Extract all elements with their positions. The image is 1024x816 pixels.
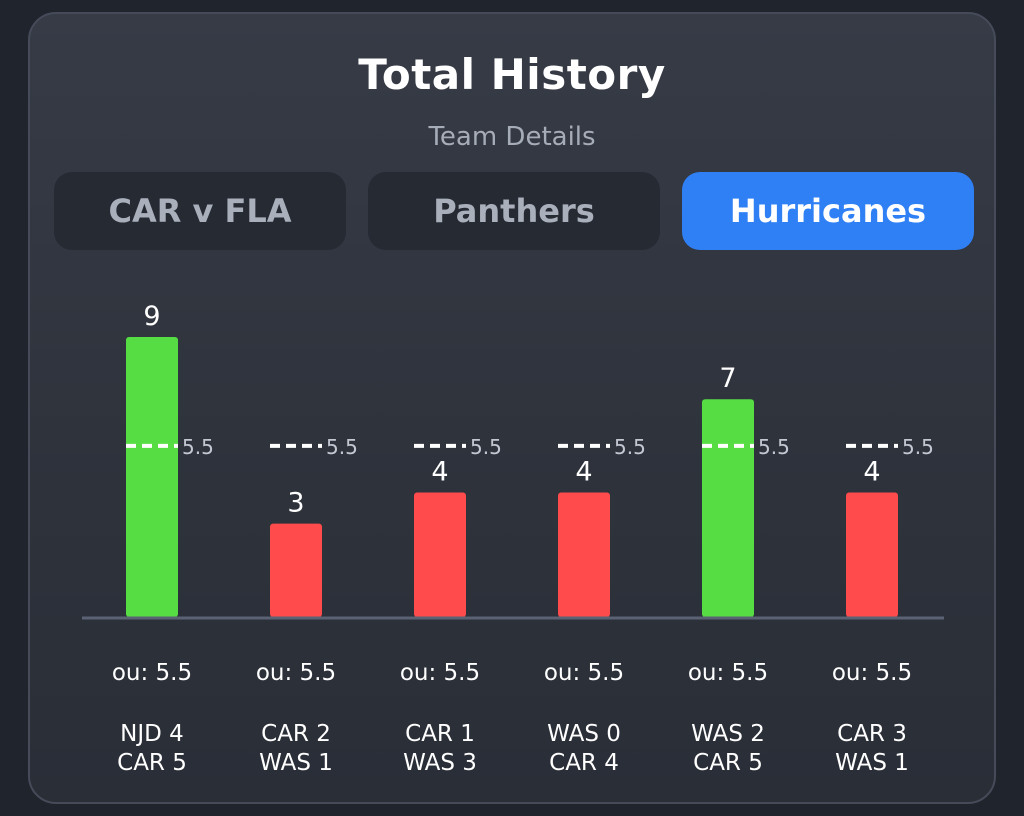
bar-5 (702, 399, 754, 617)
game-6-team2: WAS 1 (835, 750, 909, 776)
ou-line-5-label: 5.5 (758, 435, 790, 459)
game-3-ou: ou: 5.5 (399, 660, 481, 686)
game-2-score: CAR 2 WAS 1 (226, 720, 366, 778)
ou-line-1-label: 5.5 (182, 435, 214, 459)
game-4-ou: ou: 5.5 (543, 660, 625, 686)
game-5-team2: CAR 5 (693, 750, 763, 776)
game-2-ou: ou: 5.5 (255, 660, 337, 686)
game-4-team1: WAS 0 (547, 721, 621, 747)
game-1-team1: NJD 4 (120, 721, 184, 747)
bar-1 (126, 337, 178, 617)
game-3-team2: WAS 3 (403, 750, 477, 776)
bar-2 (270, 523, 322, 617)
game-4-score: WAS 0 CAR 4 (514, 720, 654, 778)
game-3-score: CAR 1 WAS 3 (370, 720, 510, 778)
game-2-team2: WAS 1 (259, 750, 333, 776)
tab-car-v-fla[interactable]: CAR v FLA (54, 172, 346, 250)
bar-6-value-label: 4 (863, 457, 880, 488)
bar-3 (414, 492, 466, 617)
game-5-ou: ou: 5.5 (687, 660, 769, 686)
bar-5-value-label: 7 (719, 363, 736, 394)
bar-1-value-label: 9 (143, 301, 160, 332)
bar-3-value-label: 4 (431, 457, 448, 488)
game-6-ou: ou: 5.5 (831, 660, 913, 686)
ou-line-4-label: 5.5 (614, 435, 646, 459)
bar-4 (558, 492, 610, 617)
game-6-team1: CAR 3 (837, 721, 907, 747)
game-5-team1: WAS 2 (691, 721, 765, 747)
bar-2-value-label: 3 (287, 488, 304, 519)
total-history-chart: 9 5.5 3 5.5 4 5.5 4 5.5 7 5.5 4 5.5 (82, 301, 944, 620)
total-history-card: Total History Team Details CAR v FLA Pan… (28, 12, 996, 804)
tab-hurricanes[interactable]: Hurricanes (682, 172, 974, 250)
game-1-score: NJD 4 CAR 5 (82, 720, 222, 778)
game-4-team2: CAR 4 (549, 750, 619, 776)
game-3-team1: CAR 1 (405, 721, 475, 747)
bar-6 (846, 492, 898, 617)
game-6-score: CAR 3 WAS 1 (802, 720, 942, 778)
ou-line-6-label: 5.5 (902, 435, 934, 459)
page-subtitle: Team Details (428, 122, 596, 152)
game-5-score: WAS 2 CAR 5 (658, 720, 798, 778)
tab-panthers[interactable]: Panthers (368, 172, 660, 250)
page-title: Total History (358, 50, 666, 99)
game-1-ou: ou: 5.5 (111, 660, 193, 686)
bar-4-value-label: 4 (575, 457, 592, 488)
ou-line-3-label: 5.5 (470, 435, 502, 459)
game-1-team2: CAR 5 (117, 750, 187, 776)
game-2-team1: CAR 2 (261, 721, 331, 747)
ou-line-2-label: 5.5 (326, 435, 358, 459)
